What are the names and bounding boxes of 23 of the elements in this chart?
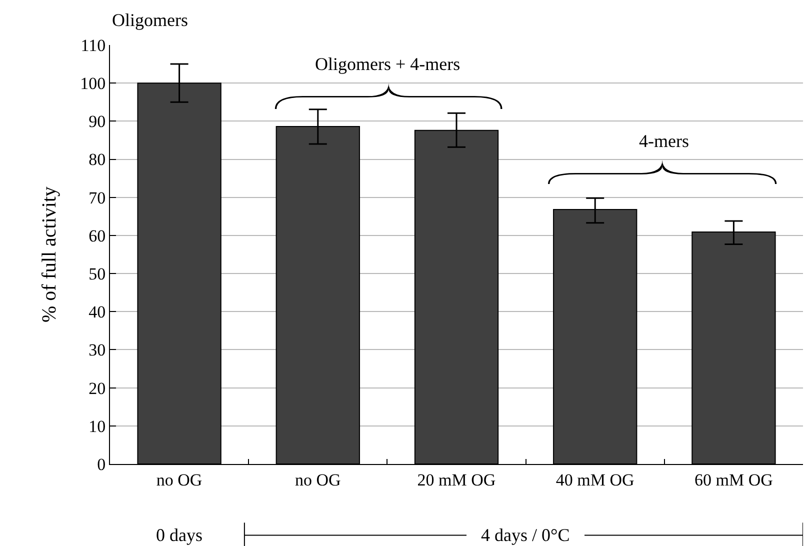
y-tick-label: 50 xyxy=(88,264,106,284)
y-tick-label: 20 xyxy=(88,378,106,398)
y-tick-label: 30 xyxy=(88,340,106,360)
x-tick-label: 20 mM OG xyxy=(417,470,496,490)
y-axis-title: % of full activity xyxy=(38,186,61,323)
y-tick-label: 100 xyxy=(80,74,106,94)
annotation: Oligomers + 4-mers xyxy=(315,54,460,74)
annotation: 4-mers xyxy=(639,131,689,151)
y-tick-label: 40 xyxy=(88,302,106,322)
y-tick-label: 10 xyxy=(88,416,106,436)
x-tick-label: no OG xyxy=(294,470,341,490)
text: 4 days / 0°C xyxy=(481,525,570,545)
y-tick-label: 0 xyxy=(97,454,106,474)
y-tick-label: 80 xyxy=(88,150,106,170)
text: Oligomers xyxy=(112,10,188,30)
y-tick-label: 70 xyxy=(88,188,106,208)
x-tick-label: 60 mM OG xyxy=(694,470,773,490)
x-tick-label: no OG xyxy=(156,470,202,490)
y-tick-label: 60 xyxy=(88,226,106,246)
y-tick-label: 90 xyxy=(88,112,106,132)
text: 0 days xyxy=(156,525,202,545)
y-tick-label: 110 xyxy=(80,36,106,55)
x-tick-label: 40 mM OG xyxy=(556,470,634,490)
